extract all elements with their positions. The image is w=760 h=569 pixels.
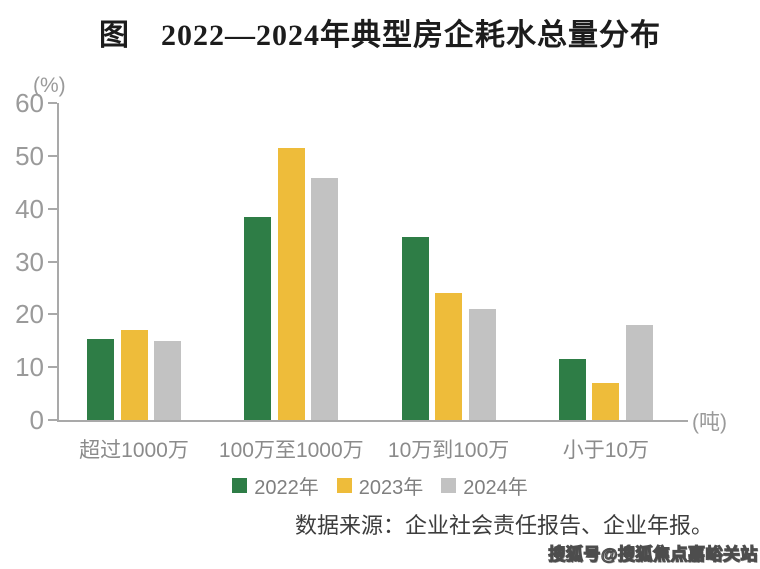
y-tick-label: 10 (15, 352, 44, 383)
x-category-label: 100万至1000万 (218, 439, 364, 462)
x-axis-unit-label: (吨) (692, 411, 727, 434)
y-axis-unit-label: (%) (33, 74, 66, 97)
bar (468, 308, 496, 420)
y-axis-tick (48, 366, 57, 369)
legend-swatch (441, 478, 457, 493)
y-axis-line (57, 103, 59, 422)
legend-swatch (232, 478, 248, 493)
y-axis-tick (48, 313, 57, 316)
y-tick-label: 20 (15, 299, 44, 330)
chart-title: 图 2022—2024年典型房企耗水总量分布 (99, 19, 661, 52)
legend-item: 2022年 (232, 471, 319, 500)
legend-item: 2023年 (336, 471, 424, 500)
bar (435, 292, 463, 420)
bar (154, 340, 181, 420)
legend-swatch (336, 478, 352, 493)
y-axis-tick (48, 260, 57, 263)
bar (87, 338, 114, 420)
y-axis-tick (48, 207, 57, 210)
data-source-text: 数据来源：企业社会责任报告、企业年报。 (294, 513, 713, 538)
y-tick-label: 60 (15, 88, 44, 118)
y-axis-tick (48, 419, 57, 421)
bar (244, 217, 272, 420)
legend-label: 2022年 (254, 477, 319, 499)
y-tick-label: 0 (29, 405, 44, 435)
legend-label: 2023年 (358, 477, 424, 499)
bar (625, 325, 653, 420)
legend: 2022年 2023年 2024年 (0, 471, 760, 500)
watermark: 搜狐号@搜狐焦点嘉峪关站 (548, 544, 758, 564)
bar (311, 178, 339, 420)
x-category-label: 超过1000万 (79, 439, 189, 462)
y-axis-tick (48, 102, 57, 104)
bar (592, 383, 620, 420)
y-axis-tick (48, 154, 57, 157)
bar (277, 148, 305, 420)
x-category-label: 10万到100万 (387, 439, 510, 462)
bar (120, 329, 148, 420)
x-category-label: 小于10万 (562, 439, 650, 462)
x-axis-line (57, 420, 688, 422)
y-tick-label: 50 (15, 140, 44, 171)
bar (558, 358, 586, 420)
legend-label: 2024年 (463, 477, 528, 499)
legend-item: 2024年 (441, 471, 528, 500)
y-tick-label: 30 (15, 246, 44, 277)
y-tick-label: 40 (15, 193, 44, 224)
bar (401, 237, 429, 420)
